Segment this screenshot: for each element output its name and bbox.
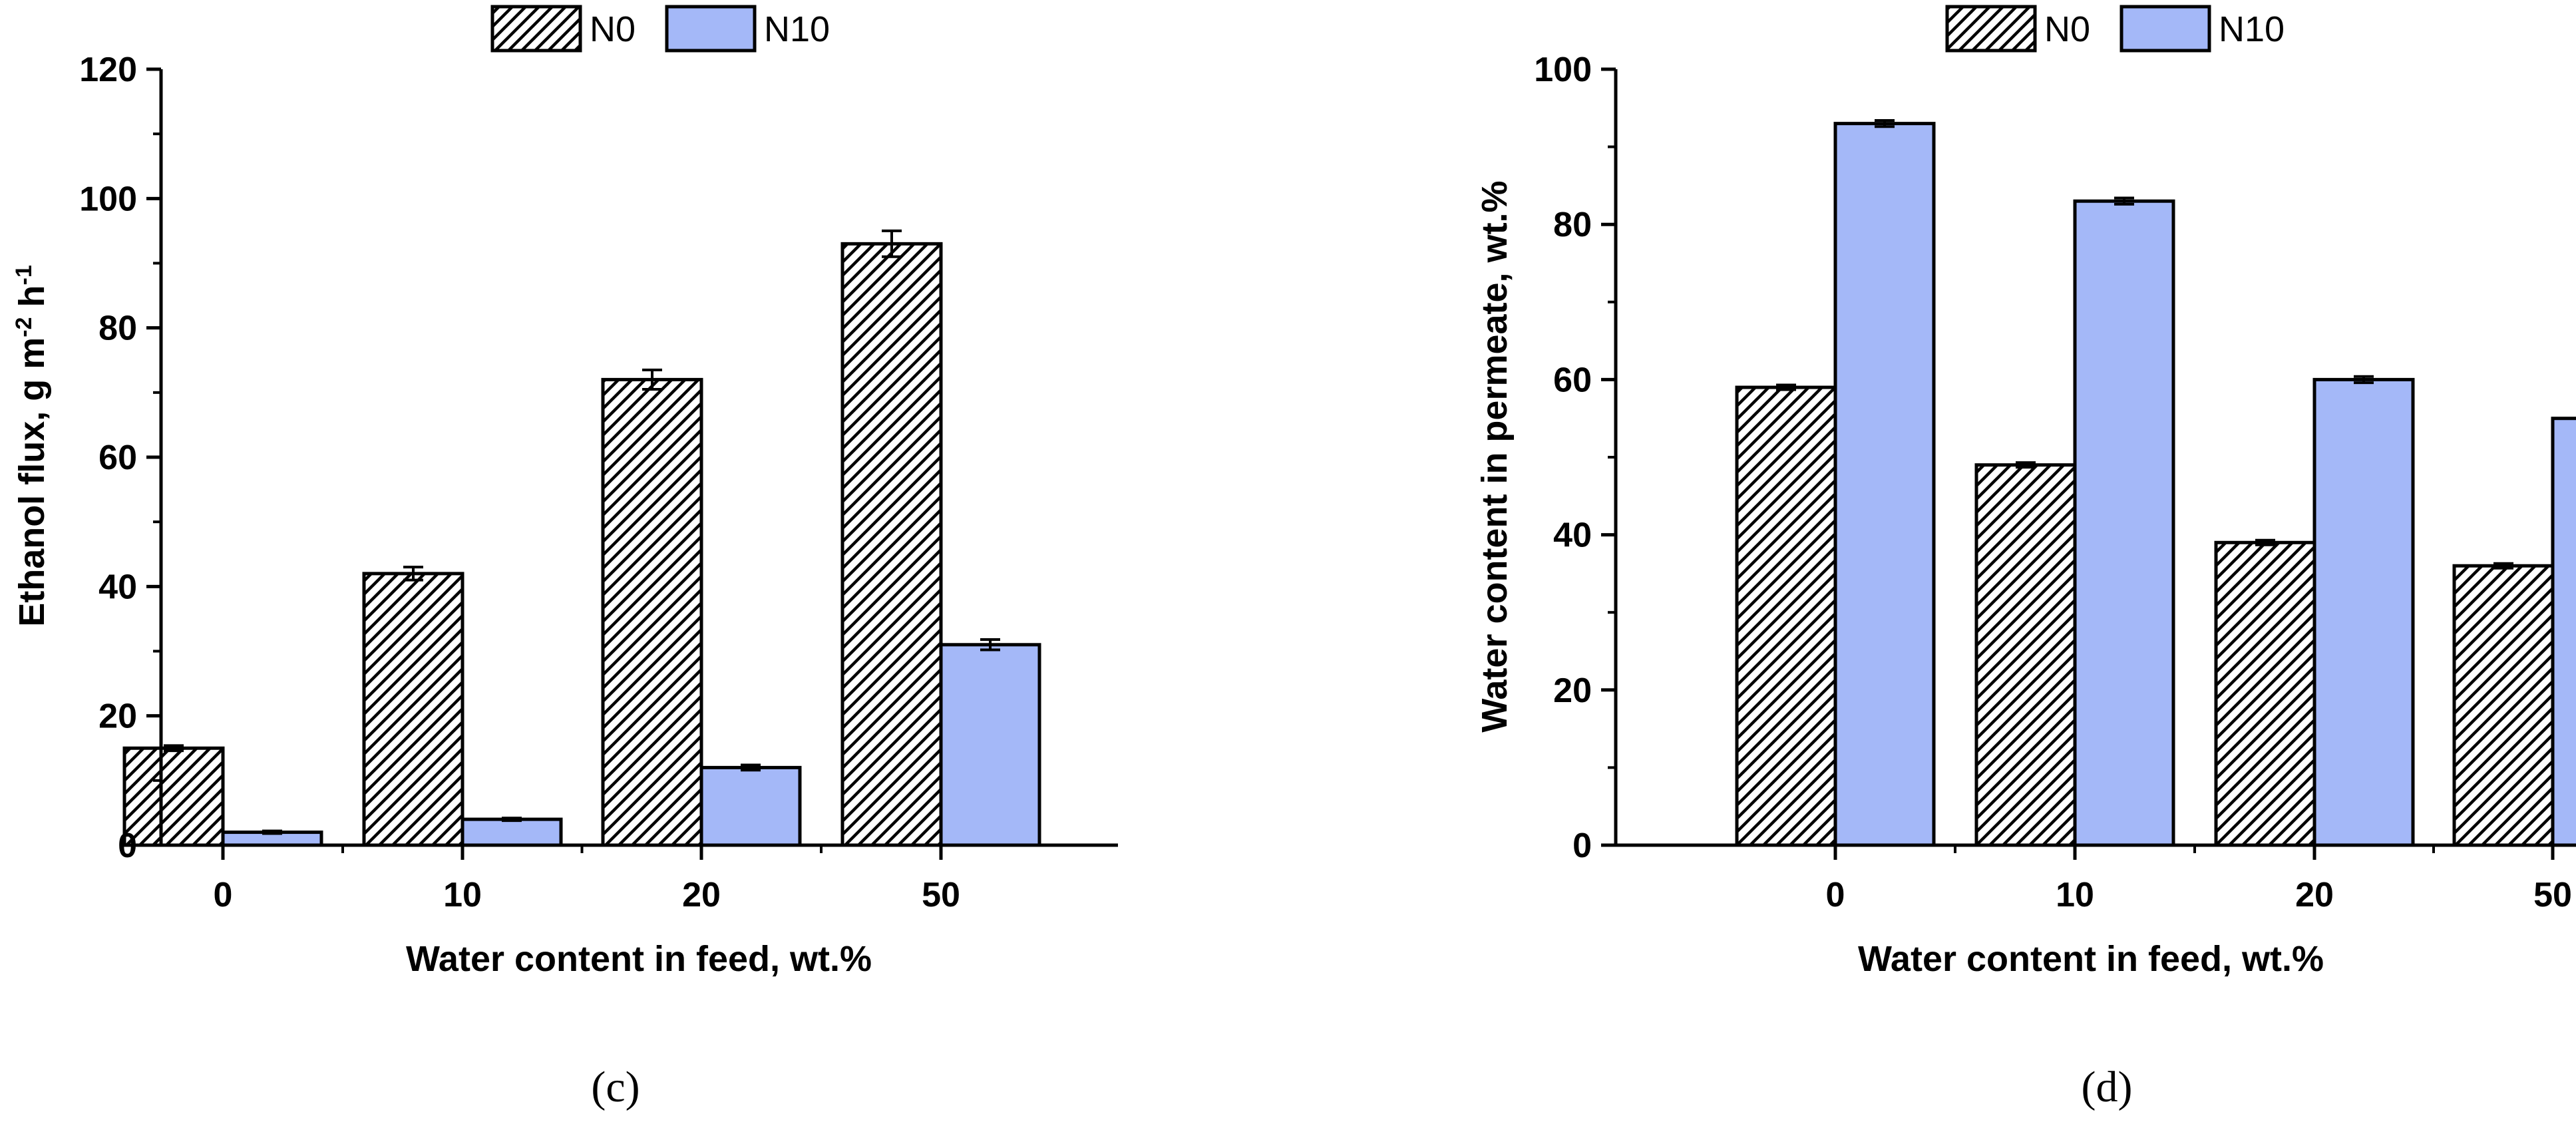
x-tick-label: 0 [1826, 876, 1845, 914]
error-bar-n0-0 [164, 744, 184, 753]
y-tick-label: 120 [79, 51, 137, 89]
panel-label-d: (d) [2082, 1063, 2133, 1111]
bar-n0-50 [2452, 564, 2555, 847]
legend: N0 N10 [490, 5, 830, 53]
y-tick-label: 60 [98, 439, 137, 477]
panel-label-c: (c) [591, 1063, 640, 1111]
y-tick-label: 40 [1553, 516, 1592, 555]
x-tick-label: 0 [214, 876, 233, 914]
bar-n0-0 [1735, 385, 1837, 847]
error-bar-n0-50 [882, 229, 902, 258]
error-bar-n10-20 [741, 763, 761, 772]
legend-label-n0: N0 [2044, 9, 2090, 49]
bars [122, 242, 1041, 847]
bar-n10-0 [1833, 122, 1936, 847]
x-axis-title: Water content in feed, wt.% [1858, 939, 2324, 979]
x-axis-title: Water content in feed, wt.% [406, 939, 872, 979]
x-tick-label: 10 [2056, 876, 2094, 914]
legend-label-n10: N10 [764, 9, 830, 49]
y-tick-label: 20 [98, 697, 137, 736]
y-axis-title-main: Ethanol flux, g m [12, 337, 52, 627]
error-bar-n10-50 [980, 638, 1000, 652]
legend-swatch-n10 [2119, 5, 2211, 53]
error-bar-n0-10 [403, 566, 423, 582]
legend-label-n10: N10 [2219, 9, 2285, 49]
y-tick-label: 80 [98, 309, 137, 348]
y-axis-title: Water content in permeate, wt.% [1475, 180, 1515, 732]
legend-swatch-n0 [1945, 5, 2037, 53]
y-tick-label: 40 [98, 568, 137, 606]
bar-n0-0 [122, 746, 225, 847]
error-bar-n10-10 [502, 817, 522, 823]
x-tick-label: 20 [2295, 876, 2334, 914]
y-tick-label: 100 [1534, 51, 1592, 89]
error-bar-n10-10 [2114, 196, 2134, 206]
y-tick-label: 0 [1572, 827, 1592, 865]
bar-n0-10 [1974, 463, 2077, 847]
error-bar-n0-10 [2016, 461, 2036, 469]
y-tick-label: 100 [79, 180, 137, 218]
bar-n10-10 [460, 817, 563, 847]
y-axis-ticks: 0 20 40 60 80 100 120 [79, 51, 161, 865]
bar-n0-10 [362, 572, 464, 847]
legend-swatch-n0 [490, 5, 582, 53]
bar-n10-20 [2312, 377, 2415, 847]
error-bar-n0-50 [2493, 562, 2513, 570]
error-bar-n0-20 [642, 368, 662, 391]
y-axis-ticks: 0 20 40 60 80 100 [1534, 51, 1616, 865]
bar-n10-10 [2073, 199, 2175, 847]
y-axis-title-sup1: -2 [11, 317, 37, 337]
bar-n0-50 [840, 242, 943, 847]
bar-n0-20 [601, 377, 703, 847]
bars [1735, 122, 2576, 847]
y-tick-label: 60 [1553, 361, 1592, 399]
x-axis-ticks: 0 10 20 50 [1826, 845, 2572, 914]
x-tick-label: 20 [682, 876, 721, 914]
bar-n10-20 [699, 765, 802, 847]
legend: N0 N10 [1945, 5, 2285, 53]
y-axis-title-mid: h [12, 285, 52, 317]
error-bar-n10-0 [1875, 118, 1895, 128]
y-axis-title-sup2: -1 [11, 265, 37, 285]
x-tick-label: 10 [443, 876, 482, 914]
error-bar-n0-20 [2255, 538, 2275, 546]
bar-n10-50 [939, 643, 1041, 847]
error-bar-n10-0 [262, 829, 282, 835]
bar-n10-50 [2551, 417, 2576, 847]
y-tick-label: 80 [1553, 206, 1592, 244]
x-tick-label: 50 [922, 876, 960, 914]
y-tick-label: 0 [118, 827, 137, 865]
legend-label-n0: N0 [590, 9, 636, 49]
x-axis-ticks: 0 10 20 50 [214, 845, 960, 914]
error-bar-n10-20 [2354, 375, 2374, 385]
y-tick-label: 20 [1553, 671, 1592, 710]
chart-panel-c: N0 N10 0 20 40 60 80 100 120 0 10 20 50 Water con… [11, 5, 1118, 1111]
bar-n0-20 [2214, 540, 2316, 847]
legend-swatch-n10 [665, 5, 757, 53]
y-axis-title: Ethanol flux, g m-2 h-1 [11, 265, 52, 626]
chart-panel-d: N0 N10 0 20 40 60 80 100 0 10 20 50 Water conten… [1475, 5, 2576, 1111]
x-tick-label: 50 [2533, 876, 2572, 914]
error-bars [164, 229, 1000, 835]
error-bar-n0-0 [1776, 383, 1796, 391]
error-bars [1776, 118, 2513, 570]
